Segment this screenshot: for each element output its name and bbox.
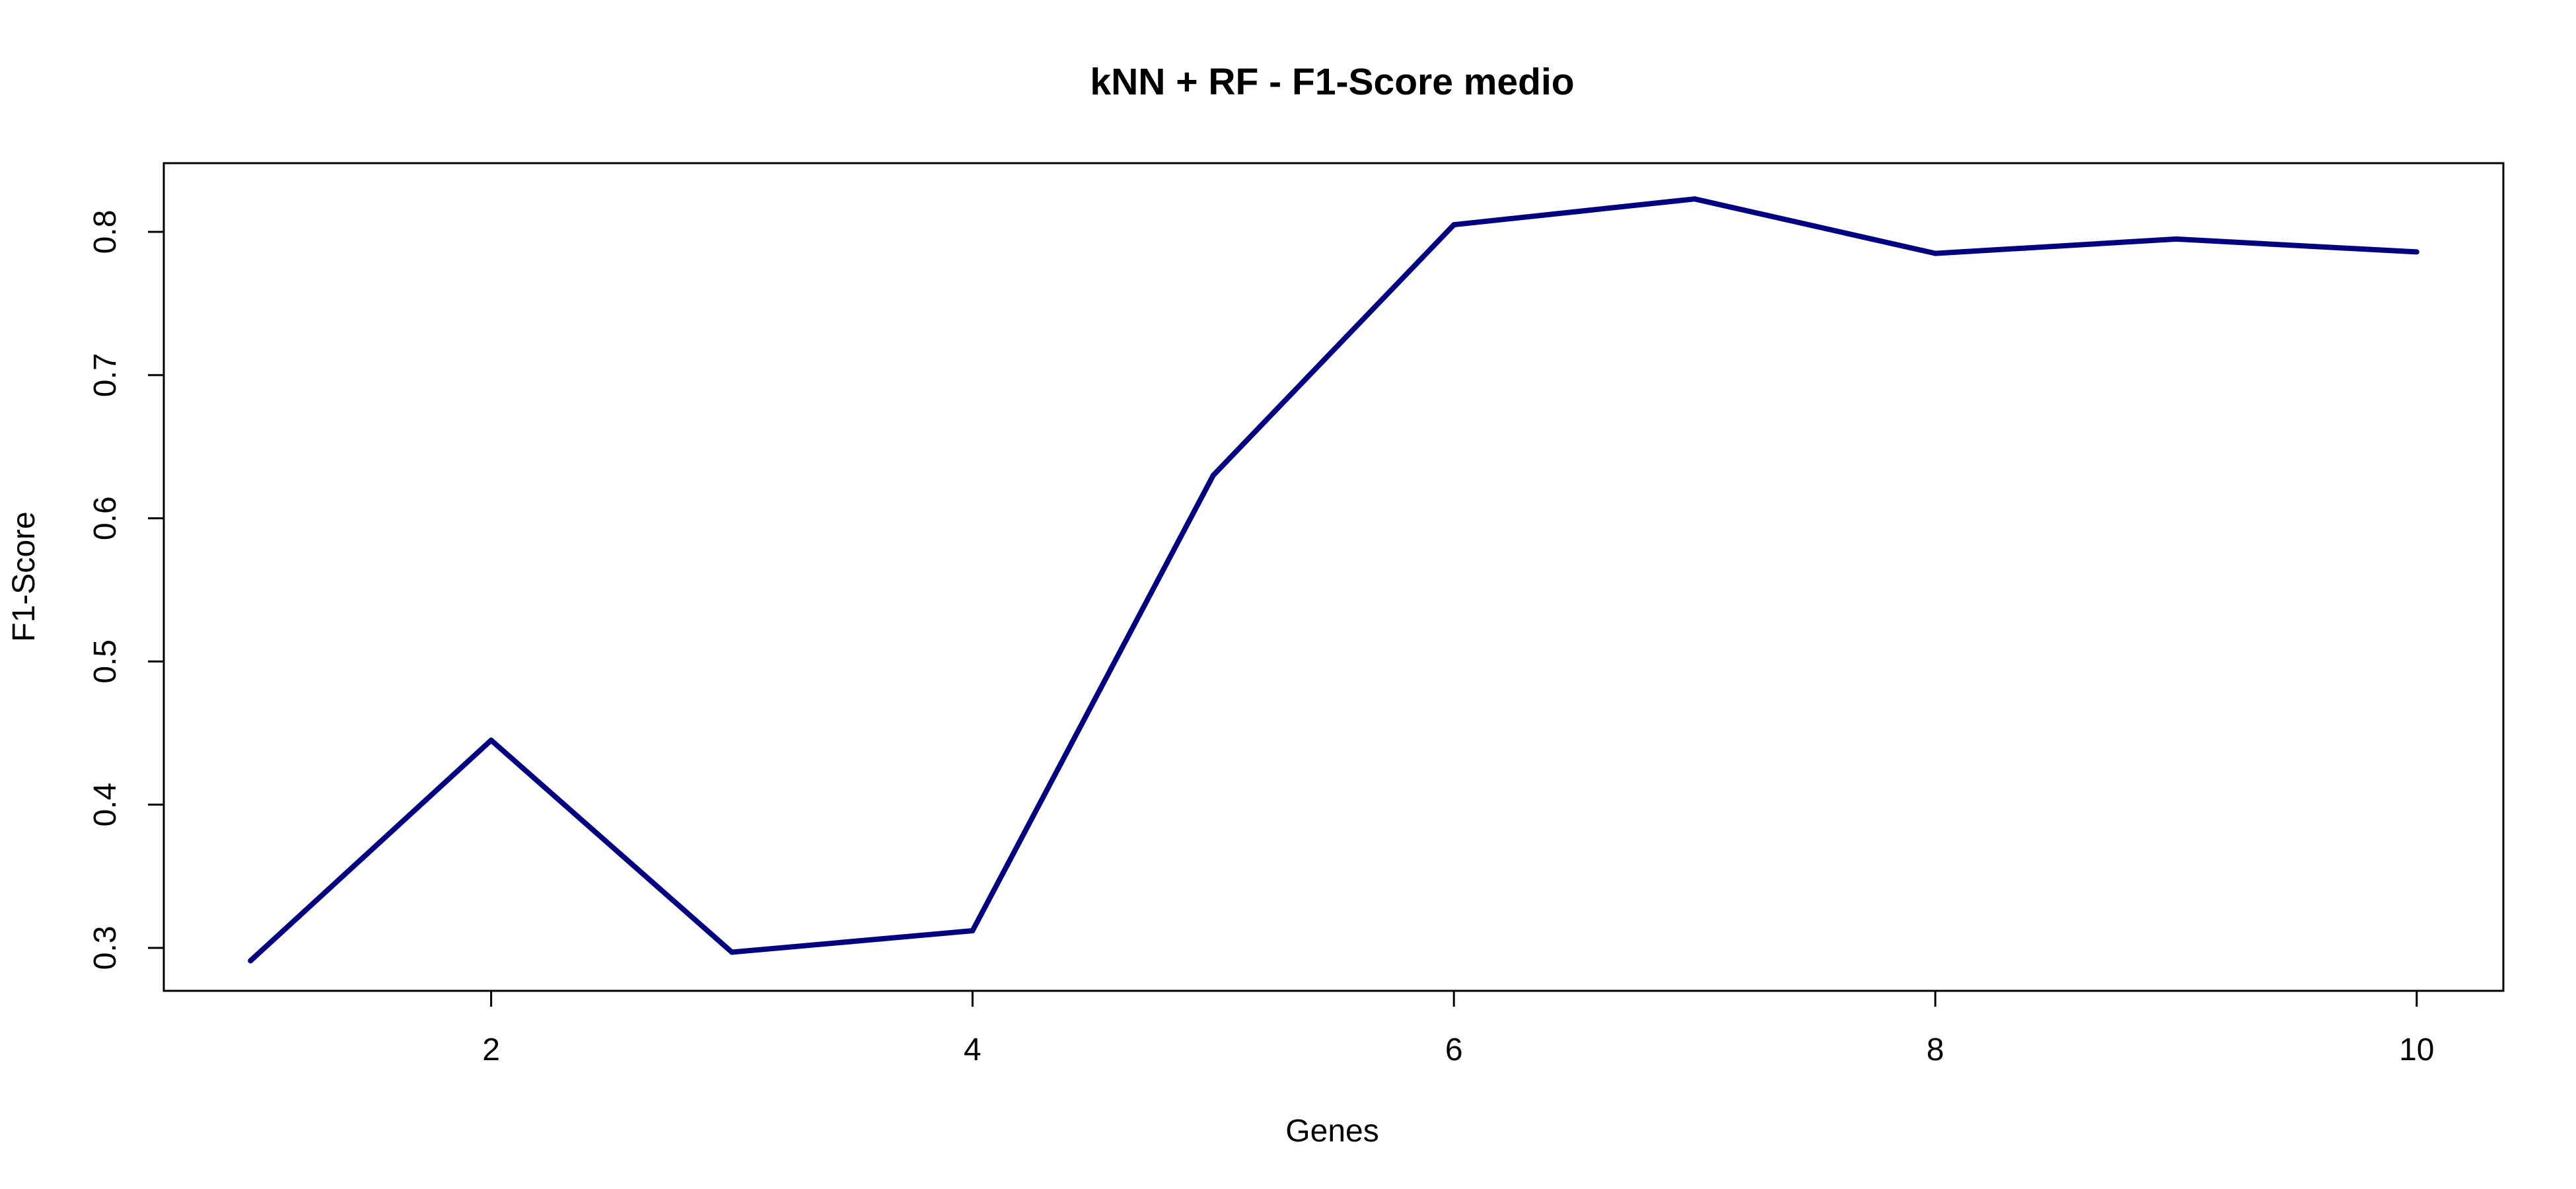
y-tick-label: 0.7: [88, 353, 123, 397]
y-tick-label: 0.4: [88, 783, 123, 827]
data-point: [1210, 472, 1216, 478]
series-layer: [248, 196, 2419, 964]
x-tick-label: 6: [1445, 1032, 1463, 1067]
chart-title: kNN + RF - F1-Score medio: [1090, 61, 1574, 103]
data-point: [1933, 250, 1939, 256]
x-tick-label: 8: [1927, 1032, 1945, 1067]
y-axis-label: F1-Score: [7, 511, 42, 641]
data-point: [729, 949, 734, 955]
x-axis: 2 4 6 8 10: [482, 991, 2435, 1067]
x-tick-label: 10: [2399, 1032, 2434, 1067]
data-point: [2173, 236, 2179, 242]
data-point: [488, 737, 494, 743]
data-point: [2414, 249, 2419, 255]
y-tick-label: 0.8: [88, 210, 123, 254]
data-point: [1692, 196, 1698, 202]
data-point: [1451, 222, 1457, 228]
x-axis-label: Genes: [1285, 1114, 1378, 1149]
y-tick-label: 0.3: [88, 926, 123, 970]
y-tick-label: 0.5: [88, 639, 123, 684]
y-axis: 0.3 0.4 0.5 0.6 0.7 0.8: [88, 210, 164, 970]
data-point: [970, 927, 976, 933]
x-tick-label: 4: [964, 1032, 982, 1067]
y-tick-label: 0.6: [88, 496, 123, 540]
data-point: [248, 958, 254, 964]
series-line: [248, 196, 2417, 963]
x-tick-label: 2: [482, 1032, 500, 1067]
plot-frame: [162, 162, 2505, 992]
